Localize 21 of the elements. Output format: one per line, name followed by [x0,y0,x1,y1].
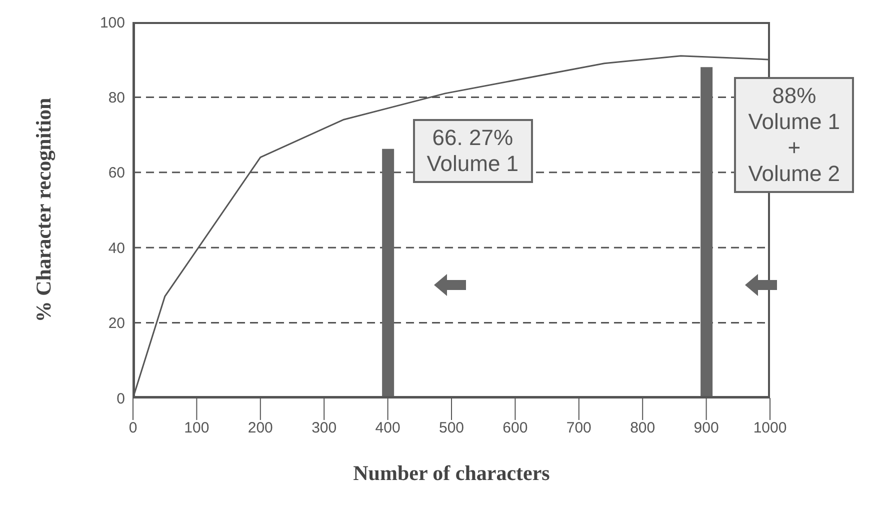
x-axis-title: Number of characters [353,461,550,485]
y-tick-label: 20 [108,315,125,332]
x-tick-label: 800 [630,420,656,437]
y-tick-label: 80 [108,90,125,107]
y-tick-label: 40 [108,240,125,257]
x-tick-label: 700 [566,420,592,437]
y-axis-title: % Character recognition [31,98,56,322]
x-tick-label: 500 [438,420,464,437]
x-tick-label: 200 [248,420,273,437]
x-tick-label: 0 [128,420,138,437]
x-tick-label: 300 [312,420,337,437]
annotation: 88% Volume 1 + Volume 2 [734,77,854,194]
y-tick-label: 100 [100,14,125,32]
y-tick-label: 60 [108,164,125,182]
x-tick-label: 1000 [753,420,787,437]
x-tick-label: 900 [694,420,719,437]
x-tick-label: 100 [184,420,210,437]
annotation: 66. 27% Volume 1 [412,118,533,183]
x-tick-label: 400 [375,420,400,437]
y-tick-label: 0 [116,390,125,408]
x-tick-label: 600 [502,420,528,437]
